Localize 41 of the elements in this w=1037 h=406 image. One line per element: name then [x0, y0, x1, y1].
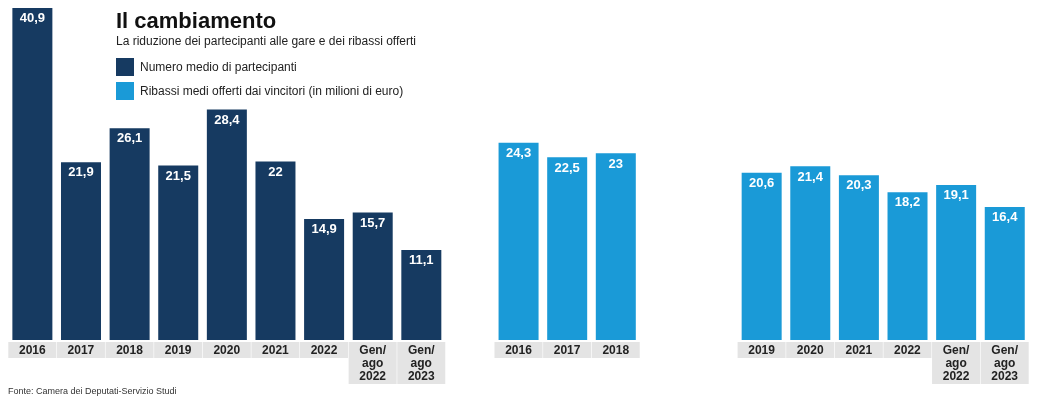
x-tick-label: Gen/ ago 2022 — [359, 343, 387, 383]
data-label: 15,7 — [360, 214, 386, 230]
x-tick-label: 2021 — [845, 343, 873, 357]
x-tick-label: 2016 — [18, 343, 46, 357]
x-tick-label: 2019 — [164, 343, 192, 357]
chart-title: Il cambiamento — [116, 8, 278, 34]
x-tick-label: Gen/ ago 2023 — [407, 343, 436, 383]
source-note: Fonte: Camera dei Deputati-Servizio Studi — [8, 386, 177, 396]
data-label: 21,5 — [165, 167, 191, 183]
x-tick-label: 2022 — [894, 343, 922, 357]
data-label: 18,2 — [894, 194, 921, 210]
data-label: 16,4 — [992, 209, 1019, 225]
x-tick-label: 2018 — [602, 343, 630, 357]
data-label: 21,4 — [797, 168, 824, 184]
data-label: 20,6 — [749, 175, 775, 191]
data-label: 22,5 — [554, 159, 580, 175]
x-tick-label: Gen/ ago 2023 — [991, 343, 1019, 383]
x-tick-label: 2017 — [553, 343, 581, 357]
data-label: 22 — [268, 163, 283, 179]
x-tick-label: 2020 — [796, 343, 824, 357]
data-label: 19,1 — [943, 187, 969, 203]
x-tick-label: 2022 — [310, 343, 338, 357]
data-label: 14,9 — [311, 221, 337, 237]
data-label: 40,9 — [19, 10, 46, 26]
legend-label: Ribassi medi offerti dai vincitori (in milioni di euro) — [140, 84, 404, 98]
x-tick-label: 2018 — [116, 343, 144, 357]
data-label: 26,1 — [116, 130, 143, 146]
x-tick-label: 2017 — [67, 343, 95, 357]
x-tick-label: 2020 — [213, 343, 241, 357]
text: La riduzione dei partecipanti alle gare e dei ribassi offerti — [116, 34, 416, 48]
data-label: 23 — [608, 155, 624, 171]
data-label: 11,1 — [409, 252, 434, 268]
x-tick-label: Gen/ ago 2022 — [942, 343, 971, 383]
data-label: 20,3 — [846, 177, 872, 193]
x-tick-label: 2019 — [748, 343, 776, 357]
data-label: 24,3 — [505, 144, 532, 160]
x-tick-label: 2016 — [505, 343, 533, 357]
data-label: 28,4 — [214, 111, 241, 127]
data-label: 21,9 — [68, 164, 94, 180]
x-tick-label: 2021 — [262, 343, 290, 357]
legend-label: Numero medio di partecipanti — [140, 60, 297, 74]
